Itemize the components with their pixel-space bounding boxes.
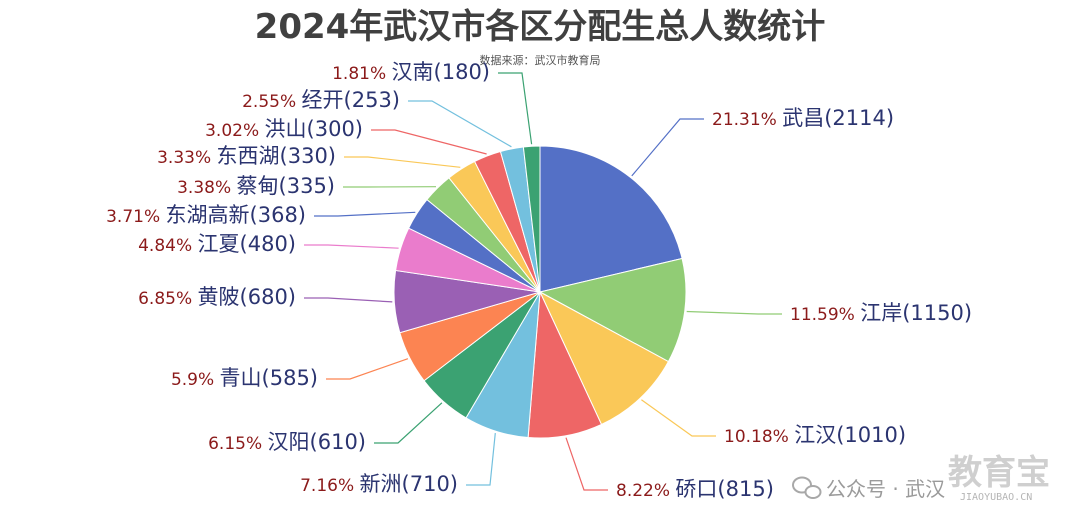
slice-percent: 5.9% (171, 370, 220, 390)
leader-line-4 (565, 437, 608, 491)
slice-percent: 10.18% (724, 427, 794, 447)
pie-slice-2 (538, 257, 687, 363)
slice-label-9: 4.84% 江夏(480) (138, 232, 296, 256)
leader-line-7 (326, 358, 409, 380)
watermark-domain: JIAOYUBAO.CN (960, 492, 1032, 503)
slice-percent: 3.71% (106, 207, 165, 227)
leader-line-14 (408, 100, 512, 148)
leader-line-1 (631, 118, 704, 177)
leader-line-5 (466, 433, 496, 486)
slice-label-8: 6.85% 黄陂(680) (138, 285, 296, 309)
slice-percent: 2.55% (242, 92, 301, 112)
pie-slice-3 (538, 290, 670, 426)
slice-name-count: 汉阳(610) (268, 430, 366, 454)
slice-name-count: 东湖高新(368) (166, 203, 306, 227)
chart-title: 2024年武汉市各区分配生总人数统计 (255, 7, 826, 47)
slice-label-5: 7.16% 新洲(710) (300, 472, 458, 496)
slice-name-count: 汉南(180) (392, 60, 490, 84)
slice-name-count: 江岸(1150) (860, 301, 972, 325)
slice-percent: 11.59% (790, 305, 860, 325)
slice-label-6: 6.15% 汉阳(610) (208, 430, 366, 454)
slice-name-count: 经开(253) (302, 88, 400, 112)
slice-percent: 6.85% (138, 289, 197, 309)
slice-label-15: 1.81% 汉南(180) (332, 60, 490, 84)
chart-subtitle: 数据来源：武汉市教育局 (480, 53, 601, 67)
slice-name-count: 武昌(2114) (782, 106, 894, 130)
slice-name-count: 江夏(480) (198, 232, 296, 256)
slice-percent: 6.15% (208, 434, 267, 454)
slice-label-1: 21.31% 武昌(2114) (712, 106, 894, 130)
slice-name-count: 黄陂(680) (198, 285, 296, 309)
slice-name-count: 硚口(815) (675, 477, 773, 501)
slice-label-7: 5.9% 青山(585) (171, 366, 318, 390)
slice-label-13: 3.02% 洪山(300) (205, 117, 363, 141)
slice-label-3: 10.18% 江汉(1010) (724, 423, 906, 447)
slice-name-count: 东西湖(330) (217, 144, 336, 168)
slice-label-11: 3.38% 蔡甸(335) (177, 174, 335, 198)
slice-percent: 7.16% (300, 476, 359, 496)
watermark: 公众号 · 武汉 教育宝 JIAOYUBAO.CN (792, 453, 1050, 503)
pie-slice-15 (522, 145, 541, 293)
leader-line-10 (314, 211, 416, 217)
slice-percent: 8.22% (616, 481, 675, 501)
slice-percent: 4.84% (138, 236, 197, 256)
leader-line-3 (641, 399, 716, 437)
slice-name-count: 洪山(300) (265, 117, 363, 141)
slice-name-count: 蔡甸(335) (237, 174, 335, 198)
leader-line-12 (344, 156, 461, 168)
leader-line-8 (304, 297, 393, 303)
slice-percent: 21.31% (712, 110, 782, 130)
wechat-icon (792, 476, 822, 499)
leader-line-9 (304, 244, 399, 249)
pie-slice-1 (539, 145, 683, 293)
slice-label-10: 3.71% 东湖高新(368) (106, 203, 306, 227)
slice-label-12: 3.33% 东西湖(330) (157, 144, 336, 168)
slice-label-2: 11.59% 江岸(1150) (790, 301, 972, 325)
slice-label-14: 2.55% 经开(253) (242, 88, 400, 112)
slice-percent: 3.02% (205, 121, 264, 141)
leader-line-2 (686, 310, 782, 315)
slice-percent: 3.33% (157, 148, 216, 168)
slice-name-count: 青山(585) (220, 366, 318, 390)
slice-label-4: 8.22% 硚口(815) (616, 477, 774, 501)
slice-name-count: 江汉(1010) (794, 423, 906, 447)
slice-percent: 1.81% (332, 64, 391, 84)
label-leader-lines (304, 72, 782, 491)
leader-line-13 (371, 129, 487, 155)
leader-line-6 (374, 402, 443, 444)
leader-line-15 (498, 72, 533, 145)
slice-labels: 21.31% 武昌(2114) 11.59% 江岸(1150) 10.18% 江汉(… (106, 60, 972, 501)
pie-slices (393, 145, 687, 439)
slice-name-count: 新洲(710) (360, 472, 458, 496)
watermark-brand: 教育宝 (948, 453, 1050, 493)
watermark-text: 公众号 · 武汉 (826, 477, 945, 501)
slice-percent: 3.38% (177, 178, 236, 198)
